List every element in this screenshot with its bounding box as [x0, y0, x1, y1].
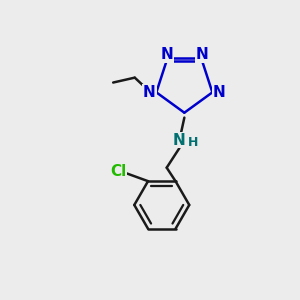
- Text: N: N: [195, 47, 208, 62]
- Text: N: N: [173, 133, 186, 148]
- Text: N: N: [161, 47, 173, 62]
- Text: N: N: [143, 85, 156, 100]
- Text: H: H: [188, 136, 198, 148]
- Text: Cl: Cl: [110, 164, 127, 179]
- Text: N: N: [213, 85, 226, 100]
